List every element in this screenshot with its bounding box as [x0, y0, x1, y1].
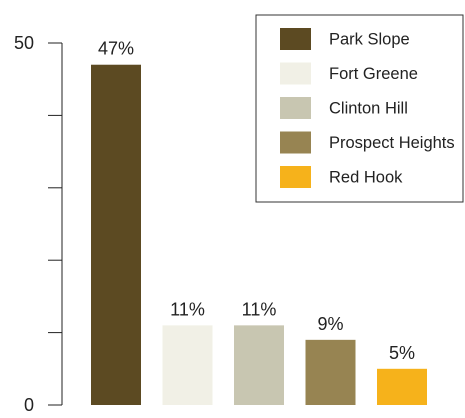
value-labels: 47% 11% 11% 9% 5% [98, 39, 415, 363]
value-label: 11% [242, 299, 277, 319]
legend-swatch [280, 97, 311, 119]
legend-swatch [280, 131, 311, 154]
legend: Park Slope Fort Greene Clinton Hill Prospec… [255, 14, 464, 203]
legend-swatch [280, 62, 311, 85]
value-label: 9% [317, 314, 343, 334]
legend-swatch [280, 28, 311, 50]
legend-label: Prospect Heights [329, 134, 455, 152]
value-label: 47% [98, 39, 134, 59]
y-tick-label: 0 [24, 395, 34, 413]
value-label: 5% [389, 343, 415, 363]
legend-swatch [280, 166, 311, 188]
legend-label: Clinton Hill [329, 100, 408, 118]
bar [162, 325, 213, 405]
legend-label: Red Hook [329, 169, 403, 187]
bars [91, 64, 427, 405]
value-label: 11% [170, 299, 205, 319]
legend-label: Fort Greene [329, 65, 418, 83]
bar [305, 339, 356, 405]
bar [91, 64, 141, 405]
y-axis: 0 50 [14, 33, 63, 415]
y-tick-label: 50 [14, 33, 34, 53]
legend-label: Park Slope [329, 31, 410, 49]
bar [377, 368, 427, 405]
bar [234, 325, 284, 405]
